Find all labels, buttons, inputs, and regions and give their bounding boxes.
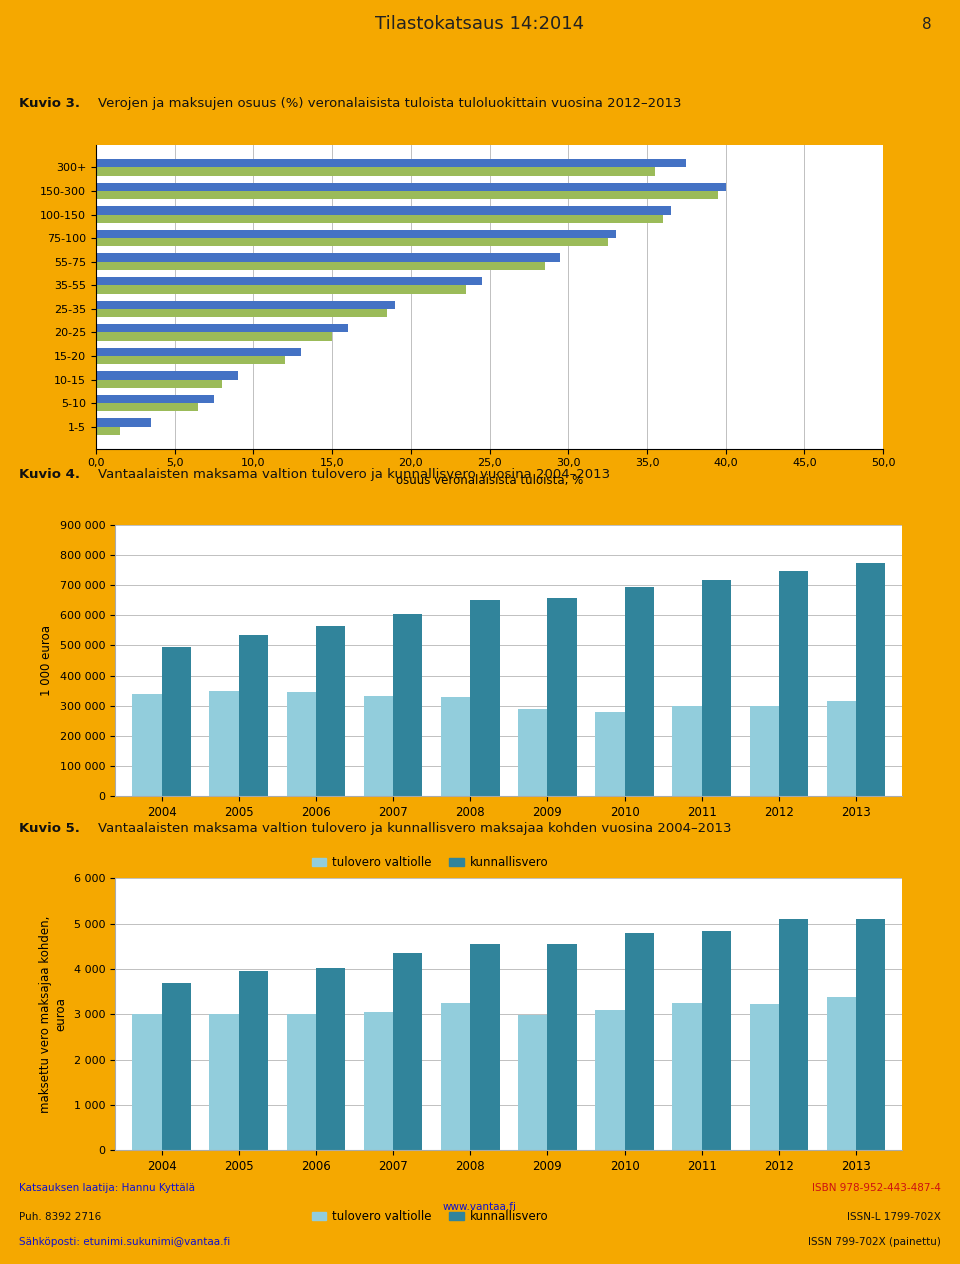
Bar xyxy=(96,356,285,364)
Bar xyxy=(625,588,654,796)
Bar xyxy=(364,695,393,796)
Bar xyxy=(518,1015,547,1150)
Bar xyxy=(286,691,316,796)
Bar xyxy=(96,403,199,411)
Bar xyxy=(96,206,671,215)
Text: Sähköposti: etunimi.sukunimi@vantaa.fi: Sähköposti: etunimi.sukunimi@vantaa.fi xyxy=(19,1237,230,1248)
Bar xyxy=(856,919,885,1150)
Bar xyxy=(625,933,654,1150)
Bar xyxy=(393,953,422,1150)
Text: Katsauksen laatija: Hannu Kyttälä: Katsauksen laatija: Hannu Kyttälä xyxy=(19,1183,195,1193)
Text: Verojen ja maksujen osuus (%) veronalaisista tuloista tuloluokittain vuosina 201: Verojen ja maksujen osuus (%) veronalais… xyxy=(98,96,681,110)
Bar xyxy=(96,418,151,427)
Bar xyxy=(96,230,615,238)
Bar xyxy=(96,324,348,332)
Bar xyxy=(161,982,191,1150)
Bar xyxy=(132,1014,161,1150)
Bar xyxy=(96,301,396,308)
Bar xyxy=(96,254,561,262)
Bar xyxy=(547,944,577,1150)
Text: Kuvio 4.: Kuvio 4. xyxy=(19,468,81,480)
Bar xyxy=(96,427,120,435)
Bar xyxy=(827,997,856,1150)
Bar xyxy=(518,709,547,796)
Text: Vantaalaisten maksama valtion tulovero ja kunnallisvero vuosina 2004–2013: Vantaalaisten maksama valtion tulovero j… xyxy=(98,468,610,480)
Legend: tulovero valtiolle, kunnallisvero: tulovero valtiolle, kunnallisvero xyxy=(307,851,553,873)
Text: ISSN-L 1799-702X: ISSN-L 1799-702X xyxy=(847,1212,941,1222)
Bar xyxy=(779,571,808,796)
Bar xyxy=(96,183,726,191)
Bar xyxy=(779,919,808,1150)
Bar xyxy=(856,562,885,796)
Bar xyxy=(96,308,387,317)
Bar xyxy=(547,598,577,796)
Y-axis label: 1 000 euroa: 1 000 euroa xyxy=(40,624,53,696)
Bar xyxy=(750,1004,779,1150)
Text: www.vantaa.fi: www.vantaa.fi xyxy=(443,1202,517,1212)
Bar xyxy=(316,627,346,796)
Text: Vantaalaisten maksama valtion tulovero ja kunnallisvero maksajaa kohden vuosina : Vantaalaisten maksama valtion tulovero j… xyxy=(98,822,731,834)
Bar xyxy=(96,286,466,293)
Bar xyxy=(161,647,191,796)
Text: Kuvio 3.: Kuvio 3. xyxy=(19,96,81,110)
Text: ISBN 978-952-443-487-4: ISBN 978-952-443-487-4 xyxy=(812,1183,941,1193)
Bar xyxy=(672,705,702,796)
Bar xyxy=(96,394,214,403)
Text: ISSN 799-702X (painettu): ISSN 799-702X (painettu) xyxy=(808,1237,941,1248)
Bar xyxy=(96,277,482,286)
Bar xyxy=(595,1010,625,1150)
Text: Tilastokatsaus 14:2014: Tilastokatsaus 14:2014 xyxy=(375,15,585,33)
Bar xyxy=(364,1012,393,1150)
Bar xyxy=(96,372,238,379)
Text: Kuvio 5.: Kuvio 5. xyxy=(19,822,80,834)
Bar xyxy=(96,191,718,200)
Bar xyxy=(96,348,300,356)
Text: Puh. 8392 2716: Puh. 8392 2716 xyxy=(19,1212,102,1222)
Bar xyxy=(96,167,655,176)
Bar xyxy=(827,702,856,796)
Bar xyxy=(702,930,732,1150)
Legend: tulovero valtiolle, kunnallisvero: tulovero valtiolle, kunnallisvero xyxy=(307,1205,553,1227)
Y-axis label: maksettu vero maksajaa kohden,
euroa: maksettu vero maksajaa kohden, euroa xyxy=(39,915,67,1114)
Text: 8: 8 xyxy=(922,16,931,32)
Bar xyxy=(702,579,732,796)
Bar xyxy=(441,698,470,796)
X-axis label: osuus veronalaisista tuloista, %: osuus veronalaisista tuloista, % xyxy=(396,474,584,487)
Bar xyxy=(470,944,499,1150)
Bar xyxy=(96,379,222,388)
Bar xyxy=(96,238,608,246)
Bar xyxy=(239,971,268,1150)
Bar xyxy=(96,262,544,270)
Bar xyxy=(96,159,686,167)
Bar xyxy=(209,690,239,796)
Bar xyxy=(96,215,662,222)
Bar xyxy=(470,600,499,796)
Bar xyxy=(209,1014,239,1150)
Bar xyxy=(316,968,346,1150)
Bar xyxy=(750,707,779,796)
Legend: 2013, 2012: 2013, 2012 xyxy=(956,276,960,319)
Bar xyxy=(595,713,625,796)
Bar xyxy=(393,613,422,796)
Bar xyxy=(239,635,268,796)
Bar xyxy=(441,1004,470,1150)
Bar xyxy=(132,694,161,796)
Bar xyxy=(286,1014,316,1150)
Bar xyxy=(672,1004,702,1150)
Bar xyxy=(96,332,332,340)
